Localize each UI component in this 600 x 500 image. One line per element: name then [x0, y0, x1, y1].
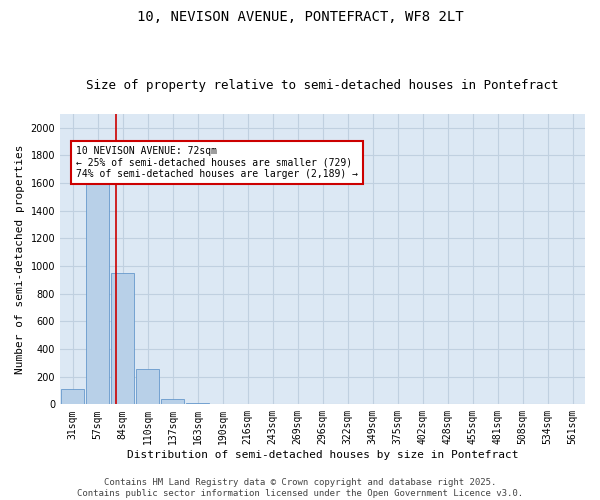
Bar — [61, 389, 84, 404]
X-axis label: Distribution of semi-detached houses by size in Pontefract: Distribution of semi-detached houses by … — [127, 450, 518, 460]
Text: 10 NEVISON AVENUE: 72sqm
← 25% of semi-detached houses are smaller (729)
74% of : 10 NEVISON AVENUE: 72sqm ← 25% of semi-d… — [76, 146, 358, 179]
Text: 10, NEVISON AVENUE, PONTEFRACT, WF8 2LT: 10, NEVISON AVENUE, PONTEFRACT, WF8 2LT — [137, 10, 463, 24]
Bar — [136, 369, 159, 404]
Bar — [86, 183, 109, 404]
Bar — [161, 400, 184, 404]
Title: Size of property relative to semi-detached houses in Pontefract: Size of property relative to semi-detach… — [86, 79, 559, 92]
Y-axis label: Number of semi-detached properties: Number of semi-detached properties — [15, 144, 25, 374]
Bar — [111, 273, 134, 404]
Bar — [186, 402, 209, 404]
Text: Contains HM Land Registry data © Crown copyright and database right 2025.
Contai: Contains HM Land Registry data © Crown c… — [77, 478, 523, 498]
